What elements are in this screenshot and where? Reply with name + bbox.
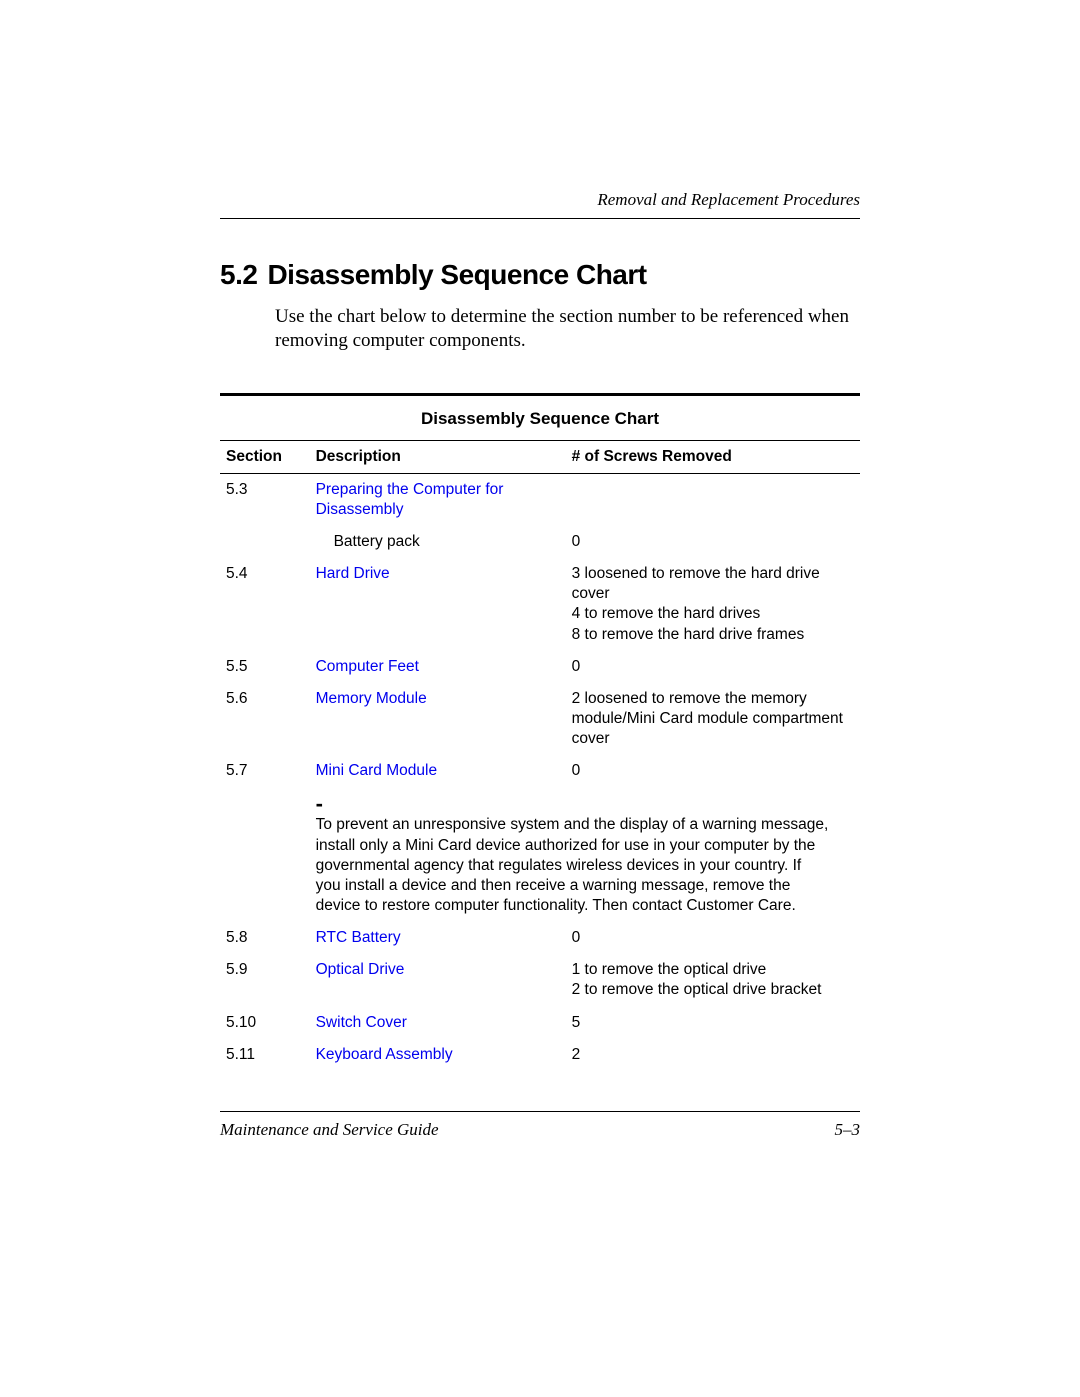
footer-left: Maintenance and Service Guide [220,1120,439,1140]
table-row: 5.10 Switch Cover 5 [220,1007,860,1039]
table-row: 5.6 Memory Module 2 loosened to remove t… [220,683,860,755]
cell-description: RTC Battery [310,922,566,954]
cell-section: 5.5 [220,651,310,683]
link-rtc-battery[interactable]: RTC Battery [316,929,401,946]
cell-description: Computer Feet [310,651,566,683]
cell-description: Preparing the Computer for Disassembly [310,473,566,526]
link-mini-card[interactable]: Mini Card Module [316,762,437,779]
table-row: 5.3 Preparing the Computer for Disassemb… [220,473,860,526]
table-row: 5.7 Mini Card Module 0 [220,755,860,787]
cell-description: Optical Drive [310,954,566,1006]
cell-section: 5.7 [220,755,310,787]
cell-section: 5.10 [220,1007,310,1039]
cell-screws: 0 [566,651,860,683]
table-row: 5.5 Computer Feet 0 [220,651,860,683]
table-row: 5.11 Keyboard Assembly 2 [220,1039,860,1071]
table-row: 5.8 RTC Battery 0 [220,922,860,954]
table-note-row: - To prevent an unresponsive system and … [220,787,860,922]
table-col-description: Description [310,440,566,473]
section-number: 5.2 [220,259,257,291]
cell-screws: 5 [566,1007,860,1039]
link-preparing[interactable]: Preparing the Computer for Disassembly [316,481,504,518]
cell-screws: 2 loosened to remove the memory module/M… [566,683,860,755]
table-row: 5.4 Hard Drive 3 loosened to remove the … [220,558,860,651]
cell-section: 5.3 [220,473,310,526]
cell-description: Switch Cover [310,1007,566,1039]
cell-screws: 0 [566,922,860,954]
cell-screws: 0 [566,526,860,558]
link-memory-module[interactable]: Memory Module [316,690,427,707]
cell-description: Keyboard Assembly [310,1039,566,1071]
cell-section: 5.9 [220,954,310,1006]
link-hard-drive[interactable]: Hard Drive [316,565,390,582]
table-row: Battery pack 0 [220,526,860,558]
cell-section: 5.4 [220,558,310,651]
cell-section [220,526,310,558]
cell-screws: 2 [566,1039,860,1071]
table-col-screws: # of Screws Removed [566,440,860,473]
page-footer: Maintenance and Service Guide 5–3 [220,1111,860,1140]
section-heading: 5.2 Disassembly Sequence Chart [220,259,860,291]
section-title: Disassembly Sequence Chart [267,259,646,291]
note-marker-icon: - [316,793,336,815]
link-computer-feet[interactable]: Computer Feet [316,658,419,675]
footer-page-number: 5–3 [835,1120,861,1140]
link-keyboard[interactable]: Keyboard Assembly [316,1046,453,1063]
table-col-section: Section [220,440,310,473]
link-switch-cover[interactable]: Switch Cover [316,1014,407,1031]
cell-screws: 0 [566,755,860,787]
cell-description: Memory Module [310,683,566,755]
table-note-cell: - To prevent an unresponsive system and … [310,787,860,922]
note-text: To prevent an unresponsive system and th… [316,815,830,916]
cell-screws: 3 loosened to remove the hard drive cove… [566,558,860,651]
cell-section: 5.6 [220,683,310,755]
cell-section: 5.8 [220,922,310,954]
cell-section: 5.11 [220,1039,310,1071]
chapter-header: Removal and Replacement Procedures [220,190,860,219]
document-page: Removal and Replacement Procedures 5.2 D… [0,0,1080,1140]
cell-screws: 1 to remove the optical drive 2 to remov… [566,954,860,1006]
disassembly-table: Disassembly Sequence Chart Section Descr… [220,393,860,1071]
cell-description: Mini Card Module [310,755,566,787]
table-title: Disassembly Sequence Chart [220,394,860,440]
cell-screws [566,473,860,526]
table-row: 5.9 Optical Drive 1 to remove the optica… [220,954,860,1006]
cell-description: Hard Drive [310,558,566,651]
section-intro: Use the chart below to determine the sec… [275,305,860,353]
link-optical-drive[interactable]: Optical Drive [316,961,405,978]
cell-description: Battery pack [310,526,566,558]
